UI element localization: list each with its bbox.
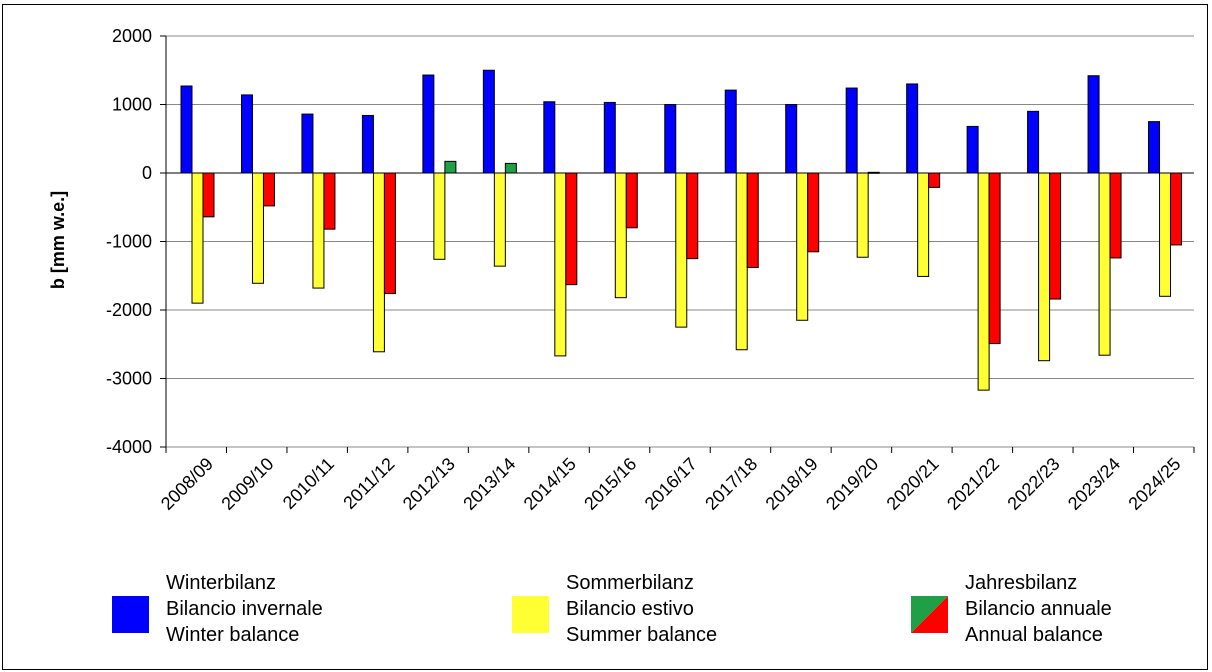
winter-balance-bar [966,125,979,174]
annual-balance-bar [504,162,517,174]
legend-text-winter: Winterbilanz Bilancio invernale Winter b… [166,570,323,648]
y-tick-label: -2000 [106,300,152,320]
summer-balance-bar [1159,172,1172,297]
y-tick-label: 2000 [112,26,152,46]
winter-balance-bar [906,83,919,174]
annual-balance-bar [1109,172,1122,259]
annual-balance-bar [928,172,941,188]
legend-label-de: Jahresbilanz [965,572,1078,594]
y-tick-label: -1000 [106,232,152,252]
winter-balance-bar [664,104,677,174]
summer-balance-bar [493,172,506,267]
annual-balance-bar [202,172,215,218]
winter-balance-bar [543,101,556,174]
x-tick-label: 2020/21 [883,454,943,514]
annual-balance-bar [383,172,396,295]
summer-balance-bar [917,172,930,277]
annual-balance-bar [686,172,699,260]
winter-balance-bar [1027,110,1040,174]
x-tick-label: 2018/19 [762,454,822,514]
axes [160,35,1195,453]
x-tick-label: 2008/09 [157,454,217,514]
winter-balance-bar [240,94,253,174]
x-tick-label: 2009/10 [217,454,277,514]
summer-balance-bar [856,172,869,258]
annual-balance-bar [1049,172,1062,300]
annual-swatch-icon [911,596,948,633]
x-tick-label: 2016/17 [641,454,701,514]
annual-balance-bar [262,172,275,207]
summer-balance-bar [554,172,567,357]
y-tick-label: -3000 [106,369,152,389]
winter-balance-bar [301,113,314,174]
y-axis-label: b [mm w.e.] [48,191,68,289]
y-tick-label: -4000 [106,437,152,457]
summer-balance-bar [312,172,325,289]
legend-text-summer: Sommerbilanz Bilancio estivo Summer bala… [566,570,717,648]
winter-balance-bar [785,104,798,174]
legend-label-it: Bilancio estivo [566,598,694,620]
summer-balance-bar [614,172,627,299]
x-tick-label: 2017/18 [701,454,761,514]
winter-balance-bar [1148,121,1161,174]
summer-balance-bar [977,172,990,391]
chart-frame [2,4,1208,670]
x-tick-labels: 2008/09 2009/10 2010/11 2011/12 2012/13 2013/… [157,454,1185,514]
annual-balance-bar [746,172,759,269]
x-tick-label: 2010/11 [279,454,338,513]
annual-balance-bar [1170,172,1183,246]
summer-balance-bar [735,172,748,351]
annual-balance-bar [444,160,457,174]
legend-label-de: Winterbilanz [166,572,277,594]
y-tick-label: 0 [142,163,152,183]
winter-balance-bar [603,101,616,174]
x-tick-label: 2021/22 [943,454,1003,514]
legend-label-en: Annual balance [965,624,1103,646]
legend-label-en: Summer balance [566,624,718,646]
x-tick-label: 2013/14 [459,454,519,514]
legend-text-annual: Jahresbilanz Bilancio annuale Annual bal… [965,570,1112,648]
legend-label-it: Bilancio annuale [965,598,1112,620]
legend-label-de: Sommerbilanz [566,572,694,594]
x-tick-label: 2015/16 [580,454,640,514]
x-tick-label: 2023/24 [1064,454,1124,514]
winter-balance-bar [482,69,495,174]
annual-balance-bar [625,172,638,229]
winter-balance-bar [180,85,193,174]
summer-balance-bar [191,172,204,304]
y-tick-label: 1000 [112,95,152,115]
y-tick-labels: 2000 1000 0 -1000 -2000 -3000 -4000 [106,26,152,457]
summer-swatch-icon [512,596,549,633]
x-tick-label: 2019/20 [822,454,882,514]
summer-balance-bar [1038,172,1051,362]
annual-balance-bar [807,172,820,253]
winter-balance-bar [724,89,737,174]
x-tick-label: 2014/15 [520,454,580,514]
annual-balance-bar [323,172,336,230]
x-tick-label: 2024/25 [1124,454,1184,514]
x-tick-label: 2011/12 [339,454,398,513]
summer-balance-bar [1098,172,1111,356]
summer-balance-bar [433,172,446,260]
annual-balance-bar [565,172,578,286]
summer-balance-bar [675,172,688,328]
x-tick-label: 2022/23 [1003,454,1063,514]
bars [166,69,1194,391]
winter-balance-bar [422,74,435,174]
x-tick-label: 2012/13 [399,454,459,514]
annual-balance-bar [988,172,1001,345]
summer-balance-bar [372,172,385,353]
summer-balance-bar [796,172,809,321]
winter-balance-bar [361,114,374,174]
legend-label-en: Winter balance [166,624,300,646]
legend-label-it: Bilancio invernale [166,598,323,620]
winter-balance-bar [1087,75,1100,174]
balance-bar-chart: 2000 1000 0 -1000 -2000 -3000 -4000 2008/09 200… [48,26,1195,514]
winter-balance-bar [845,87,858,174]
summer-balance-bar [251,172,264,284]
winter-swatch-icon [112,596,149,633]
